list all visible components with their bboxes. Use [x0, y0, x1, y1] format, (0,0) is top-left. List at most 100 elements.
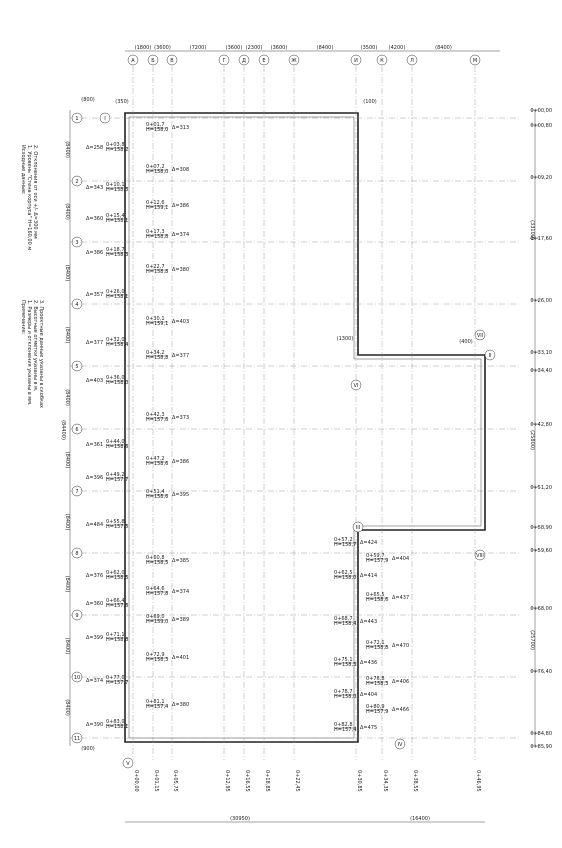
chainage: 0+58,90: [530, 525, 552, 531]
axis-bubble: [71, 112, 83, 124]
point-deviation: Δ=403: [86, 378, 103, 384]
point-deviation: Δ=386: [172, 459, 189, 465]
row-dim: (8400): [64, 452, 70, 469]
right-dim-group: (25800): [529, 430, 535, 450]
axis-bubble: [127, 54, 139, 66]
point-deviation: Δ=374: [86, 678, 103, 684]
bottom-chainage-group: 0+46,95: [475, 770, 481, 792]
point-chainage: 0+72,1: [366, 640, 385, 646]
row-dim-group: (8400): [64, 452, 70, 469]
point-deviation: Δ=380: [172, 702, 189, 708]
point-deviation: Δ=466: [392, 707, 409, 713]
axis-bubble: [376, 54, 388, 66]
right-dim-group: (33100): [529, 220, 535, 240]
row-dim-group: (8400): [64, 141, 70, 158]
point-deviation: Δ=360: [86, 216, 103, 222]
point-height: H=159,1: [146, 321, 168, 327]
row-dim: (8400): [64, 265, 70, 282]
chainage: 0+46,95: [475, 770, 481, 792]
point-deviation: Δ=376: [86, 573, 103, 579]
point-deviation: Δ=399: [86, 635, 103, 641]
row-dim: (8400): [64, 141, 70, 158]
note-line: Исходные данные:: [20, 145, 26, 195]
axis-bubble: [71, 360, 83, 372]
point-deviation: Δ=404: [360, 692, 377, 698]
point-deviation: Δ=377: [172, 353, 189, 359]
point-deviation: Δ=374: [172, 232, 189, 238]
row-label: 5: [75, 364, 78, 370]
point-height: H=157,7: [106, 477, 128, 483]
point-deviation: Δ=357: [86, 292, 103, 298]
row-dim: (8400): [64, 203, 70, 220]
point-height: H=158,8: [366, 645, 388, 651]
marker-bubble: [394, 738, 406, 750]
point-chainage: 0+68,7: [334, 616, 353, 622]
row-label: 3: [75, 240, 78, 246]
axis-bubble: [288, 54, 300, 66]
bottom-chainage-group: 0+22,45: [294, 770, 300, 792]
marker-bubble: [122, 757, 134, 769]
axis-bubble: [166, 54, 178, 66]
chainage: 0+84,80: [530, 731, 552, 737]
point-height: H=158,3: [366, 681, 388, 687]
column-dim: (8400): [317, 45, 334, 51]
point-deviation: Δ=414: [360, 573, 377, 579]
point-deviation: Δ=389: [172, 617, 189, 623]
point-deviation: Δ=404: [392, 556, 409, 562]
column-dim: (2300): [246, 45, 263, 51]
row-dim-group: (8400): [64, 203, 70, 220]
point-chainage: 0+26,0: [106, 289, 125, 295]
point-height: H=158,3: [106, 252, 128, 258]
chainage: 0+12,95: [224, 770, 230, 792]
point-height: H=158,8: [146, 355, 168, 361]
point-deviation: Δ=406: [392, 679, 409, 685]
point-height: H=158,1: [106, 218, 128, 224]
point-deviation: Δ=386: [172, 203, 189, 209]
column-label: К: [380, 58, 384, 64]
point-height: H=157,7: [106, 680, 128, 686]
axis-bubble: [71, 423, 83, 435]
point-chainage: 0+55,8: [106, 519, 125, 525]
axis-bubble: [469, 54, 481, 66]
source-notes: Исходные данные: 1. Уровень "Стена корпус…: [20, 145, 38, 250]
point-deviation: Δ=373: [172, 415, 189, 421]
point-height: H=158,1: [106, 724, 128, 730]
column-label: М: [473, 58, 477, 64]
bottom-chainage-group: 0+30,85: [356, 770, 362, 792]
column-label: В: [170, 58, 174, 64]
axis-bubble: [71, 175, 83, 187]
row-dim-group: (8400): [64, 514, 70, 531]
point-chainage: 0+44,0: [106, 439, 125, 445]
point-height: H=158,0: [334, 694, 356, 700]
point-height: H=158,0: [334, 575, 356, 581]
axis-bubble: [71, 609, 83, 621]
row-dim-group: (8400): [64, 327, 70, 344]
small-dim: (1300): [337, 336, 354, 342]
point-chainage: 0+83,0: [106, 719, 125, 725]
row-dim: (8400): [64, 389, 70, 406]
right-dim: (33100): [529, 220, 535, 240]
row-label: 1: [75, 116, 78, 122]
point-height: H=158,4: [334, 621, 356, 627]
row-label: 2: [75, 179, 78, 185]
chainage: 0+34,40: [530, 368, 552, 374]
point-deviation: Δ=401: [172, 655, 189, 661]
point-height: H=157,4: [334, 727, 356, 733]
chainage: 0+30,85: [356, 770, 362, 792]
row-dim: (8400): [64, 514, 70, 531]
point-chainage: 0+12,6: [146, 200, 165, 206]
chainage: 0+59,60: [530, 548, 552, 554]
bottom-dim: (16400): [410, 816, 430, 822]
point-chainage: 0+10,1: [106, 182, 125, 188]
point-chainage: 0+82,8: [334, 722, 353, 728]
point-height: H=158,6: [146, 461, 168, 467]
chainage: 0+00,00: [133, 770, 139, 792]
bottom-chainage-group: 0+38,55: [412, 770, 418, 792]
marker-bubble: [352, 521, 364, 533]
point-deviation: Δ=385: [172, 558, 189, 564]
small-dim: (800): [81, 97, 94, 103]
roman-label: IV: [398, 742, 403, 748]
point-height: H=157,9: [366, 709, 388, 715]
small-dim: (900): [81, 746, 94, 752]
